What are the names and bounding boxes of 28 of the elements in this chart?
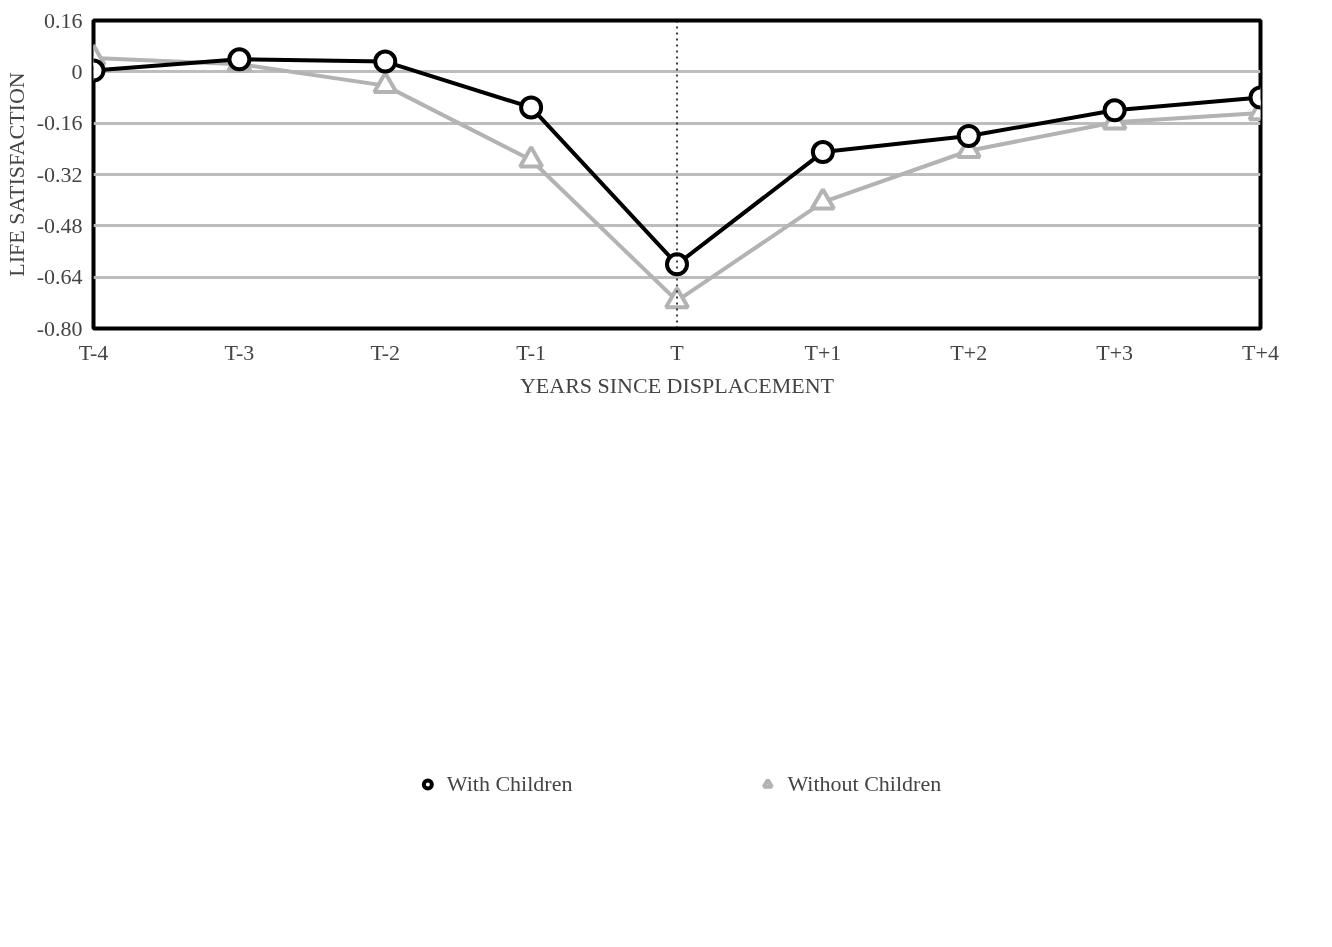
y-axis-title: LIFE SATISFACTION — [3, 72, 29, 277]
y-tick-label: -0.32 — [36, 161, 83, 187]
y-tick-label: -0.64 — [36, 264, 83, 290]
point — [809, 187, 836, 211]
x-tick-label: T-2 — [370, 339, 401, 365]
x-axis-title: YEARS SINCE DISPLACEMENT — [519, 372, 835, 398]
point — [1102, 98, 1127, 123]
point — [373, 49, 398, 74]
point — [519, 95, 544, 120]
x-tick-label: T+2 — [950, 339, 988, 365]
x-tick-label: T-1 — [516, 339, 546, 365]
y-tick-label: 0 — [71, 58, 83, 84]
y-tick-label: -0.16 — [36, 110, 83, 136]
point — [518, 145, 545, 169]
point — [956, 124, 981, 148]
y-tick-label: -0.48 — [36, 212, 83, 238]
x-tick-label: T — [670, 339, 685, 365]
x-tick-label: T-4 — [78, 339, 109, 365]
point — [664, 286, 690, 310]
y-tick-label: -0.80 — [36, 315, 83, 341]
x-tick-label: T+3 — [1096, 339, 1134, 365]
x-tick-label: T-3 — [224, 339, 255, 365]
point — [810, 140, 835, 165]
legend-label: Without Children — [787, 770, 942, 797]
x-tick-label: T+1 — [804, 339, 842, 365]
x-tick-label: T+4 — [1242, 339, 1279, 365]
legend-label: With Children — [446, 770, 573, 797]
y-tick-label: 0.16 — [44, 7, 83, 33]
